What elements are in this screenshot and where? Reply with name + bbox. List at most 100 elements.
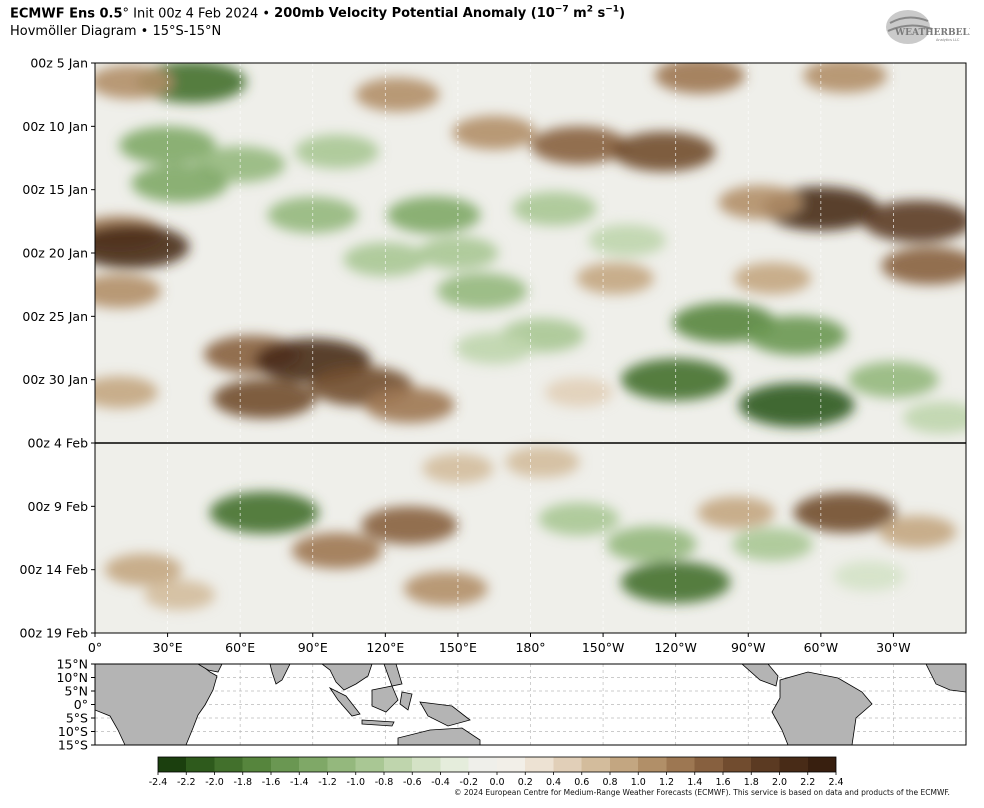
anomaly-blob-8 [119,126,216,165]
anomaly-blob-40 [95,376,158,409]
colorbar-label: -1.6 [262,777,281,788]
land-india [269,664,291,685]
colorbar-label: 2.0 [772,777,787,788]
anomaly-blob-34 [455,332,534,364]
x-tick-label: 180° [515,640,545,655]
colorbar-label: -1.4 [290,777,309,788]
x-tick-label: 90°W [731,640,766,655]
y-tick-label: 00z 9 Feb [28,499,89,514]
exponent3: −1 [605,5,620,15]
colorbar-label: -1.8 [233,777,252,788]
colorbar-label: 2.2 [800,777,815,788]
weatherbell-logo: WEATHERBELL Analytics LLC [886,10,970,44]
y-tick-label: 00z 10 Jan [22,119,88,134]
chart-subtitle: Hovmöller Diagram • 15°S-15°N [10,24,222,39]
x-tick-label: 30°E [153,640,183,655]
anomaly-blob-48 [144,580,216,610]
x-tick-label: 30°W [876,640,911,655]
y-tick-label: 00z 14 Feb [20,562,89,577]
lat-tick-label: 0° [74,697,88,712]
lat-tick-label: 15°S [58,738,88,753]
anomaly-blob-49 [620,561,731,604]
y-tick-label: 00z 4 Feb [28,436,89,451]
lat-tick-label: 15°N [56,657,88,672]
lat-tick-label: 5°N [64,684,88,699]
y-tick-label: 00z 5 Jan [30,56,88,71]
colorbar-label: 0.0 [489,777,504,788]
colorbar-label: 0.4 [546,777,561,788]
anomaly-blob-57 [505,446,580,478]
anomaly-blob-55 [878,515,957,548]
units-s: s [592,6,606,22]
anomaly-blob-23 [343,242,428,277]
y-tick-label: 00z 30 Jan [22,372,88,387]
anomaly-blob-5 [611,131,716,172]
land-central-america [741,664,779,687]
land-new-guinea [419,701,471,727]
anomaly-blob-47 [104,553,183,586]
anomaly-blob-25 [417,236,499,270]
colorbar-label: -0.2 [459,777,478,788]
colorbar-label: 0.2 [518,777,533,788]
units-m: m [568,6,587,22]
anomaly-blob-22 [881,246,966,285]
land-philippines [383,664,403,687]
anomaly-blob-17 [95,224,190,269]
land-borneo [371,685,399,713]
y-tick-label: 00z 19 Feb [20,626,89,641]
copyright-credit: © 2024 European Centre for Medium-Range … [454,788,950,797]
x-tick-label: 150°E [439,640,477,655]
field-name: 200mb Velocity Potential Anomaly (10−7 m… [274,5,625,22]
anomaly-blob-42 [544,377,613,407]
anomaly-blob-31 [738,383,855,427]
colorbar-label: 0.6 [574,777,589,788]
anomaly-blob-29 [746,315,847,355]
x-tick-label: 60°E [225,640,255,655]
land-africa [95,664,218,745]
reference-map [95,664,966,745]
x-tick-label: 60°W [804,640,839,655]
anomaly-blob-21 [733,262,812,295]
colorbar-label: -0.8 [375,777,394,788]
anomaly-blob-44 [361,506,458,545]
colorbar-label: 1.0 [631,777,646,788]
anomaly-blob-50 [606,526,697,563]
colorbar-label: 1.8 [744,777,759,788]
colorbar-gradient [157,756,837,773]
anomaly-blob-52 [732,527,813,561]
anomaly-blob-13 [131,164,229,203]
lat-tick-label: 5°S [66,711,88,726]
anomaly-blob-30 [620,358,731,401]
exponent2: 2 [586,5,593,15]
anomaly-blob-56 [833,561,905,591]
heatmap-area [95,63,966,633]
field-text: 200mb Velocity Potential Anomaly (10 [274,6,555,22]
anomaly-blob-14 [512,191,597,226]
colorbar-label: -0.6 [403,777,422,788]
anomaly-blob-45 [291,532,383,569]
anomaly-blob-15 [588,224,667,257]
x-tick-label: 150°W [582,640,624,655]
land-south-america [771,671,873,745]
x-tick-label: 90°E [298,640,328,655]
anomaly-blob-20 [718,185,803,220]
anomaly-blob-53 [793,492,897,533]
anomaly-blob-41 [903,401,966,434]
anomaly-blob-46 [403,571,488,606]
logo-text: WEATHERBELL [894,28,970,38]
anomaly-blob-51 [538,502,620,536]
anomaly-blob-26 [95,274,162,308]
logo-small-text: Analytics LLC [936,38,960,42]
chart-title: ECMWF Ens 0.5° Init 00z 4 Feb 2024 • 200… [10,5,625,21]
land-australia [397,727,481,745]
anomaly-blob-32 [848,361,939,398]
y-tick-label: 00z 20 Jan [22,246,88,261]
anomaly-blob-58 [422,453,494,484]
anomaly-blob-11 [386,196,481,234]
colorbar-label: 0.8 [602,777,617,788]
land-arabia [197,664,223,673]
land-sumatra [328,686,361,717]
x-tick-label: 120°E [366,640,404,655]
exponent: −7 [554,5,569,15]
